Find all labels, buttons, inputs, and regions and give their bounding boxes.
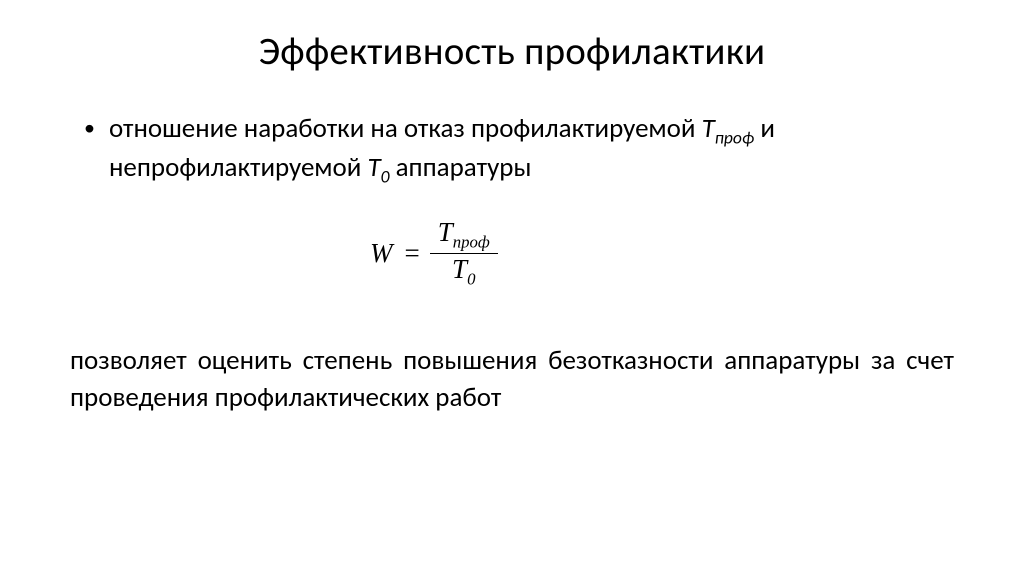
num-sub: проф (453, 233, 490, 252)
formula-lhs: W (370, 238, 393, 269)
formula-fraction: Tпроф T0 (430, 217, 498, 289)
var2-sub: 0 (381, 165, 390, 187)
paragraph: позволяет оценить степень повышения безо… (70, 343, 954, 416)
den-base: T (452, 254, 467, 284)
variable-t-prof: Tпроф (702, 112, 755, 145)
bullet-text: отношение наработки на отказ профилактир… (109, 111, 954, 189)
formula: W = Tпроф T0 (370, 217, 954, 289)
den-sub: 0 (467, 269, 475, 288)
slide: Эффективность профилактики • отношение н… (0, 0, 1024, 574)
formula-numerator: Tпроф (430, 217, 498, 253)
bullet-item: • отношение наработки на отказ профилакт… (84, 111, 954, 189)
bullet-pre: отношение наработки на отказ профилактир… (109, 112, 702, 145)
var2-base: T (367, 151, 380, 184)
variable-t-zero: T0 (367, 151, 389, 184)
formula-denominator: T0 (444, 254, 483, 289)
var1-sub: проф (715, 126, 755, 148)
bullet-marker: • (84, 111, 95, 145)
formula-equals: = (405, 238, 420, 269)
slide-title: Эффективность профилактики (70, 28, 954, 75)
num-base: T (438, 217, 453, 247)
bullet-post: аппаратуры (390, 151, 532, 184)
var1-base: T (702, 112, 715, 145)
